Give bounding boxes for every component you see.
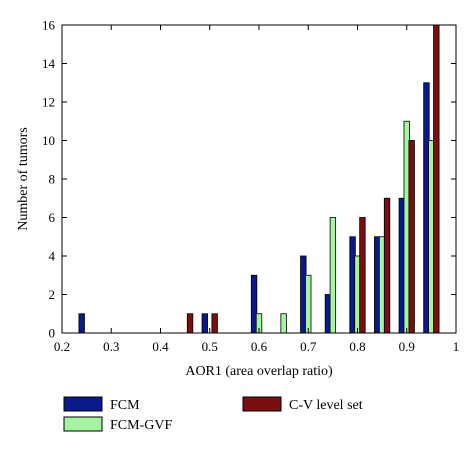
- bar-series-2-5: [433, 24, 440, 334]
- x-tick-label-0: 0.2: [54, 339, 70, 354]
- y-tick-label-1: 2: [49, 287, 56, 302]
- legend-swatch-0: [63, 396, 103, 412]
- bar-series-0-0: [78, 313, 85, 334]
- bars: [78, 24, 440, 334]
- bar-series-0-1: [201, 313, 208, 334]
- x-tick-label-1: 0.3: [103, 339, 119, 354]
- bar-series-2-4: [408, 140, 415, 334]
- legend: FCM FCM-GVF C-V level set: [63, 396, 363, 433]
- bar-series-1-1: [280, 313, 287, 334]
- y-tick-label-2: 4: [49, 249, 56, 264]
- bar-series-2-3: [383, 197, 391, 334]
- x-tick-label-6: 0.8: [349, 339, 365, 354]
- legend-swatch-1: [63, 416, 103, 432]
- legend-label-1: FCM-GVF: [110, 418, 172, 433]
- x-tick-label-8: 1: [453, 339, 460, 354]
- bar-series-2-1: [211, 313, 218, 334]
- bar-series-2-0: [186, 313, 194, 334]
- legend-label-2: C-V level set: [289, 398, 363, 413]
- y-tick-label-5: 10: [42, 133, 55, 148]
- y-tick-label-0: 0: [49, 326, 56, 341]
- legend-swatch-2: [242, 396, 282, 412]
- y-tick-label-7: 14: [42, 56, 56, 71]
- x-tick-label-2: 0.4: [152, 339, 169, 354]
- y-tick-label-6: 12: [42, 95, 55, 110]
- bar-series-1-3: [329, 217, 337, 334]
- bar-series-2-2: [359, 217, 366, 334]
- x-axis-label: AOR1 (area overlap ratio): [185, 364, 333, 379]
- plot-frame: [61, 24, 457, 334]
- legend-label-0: FCM: [110, 398, 140, 413]
- x-tick-label-3: 0.5: [202, 339, 218, 354]
- x-tick-label-4: 0.6: [251, 339, 268, 354]
- bar-series-1-2: [305, 274, 312, 334]
- y-tick-label-8: 16: [42, 18, 56, 33]
- x-tick-label-5: 0.7: [300, 339, 317, 354]
- y-tick-label-3: 6: [49, 210, 56, 225]
- x-tick-label-7: 0.9: [399, 339, 415, 354]
- y-axis-label: Number of tumors: [16, 127, 31, 230]
- y-tick-label-4: 8: [49, 172, 56, 187]
